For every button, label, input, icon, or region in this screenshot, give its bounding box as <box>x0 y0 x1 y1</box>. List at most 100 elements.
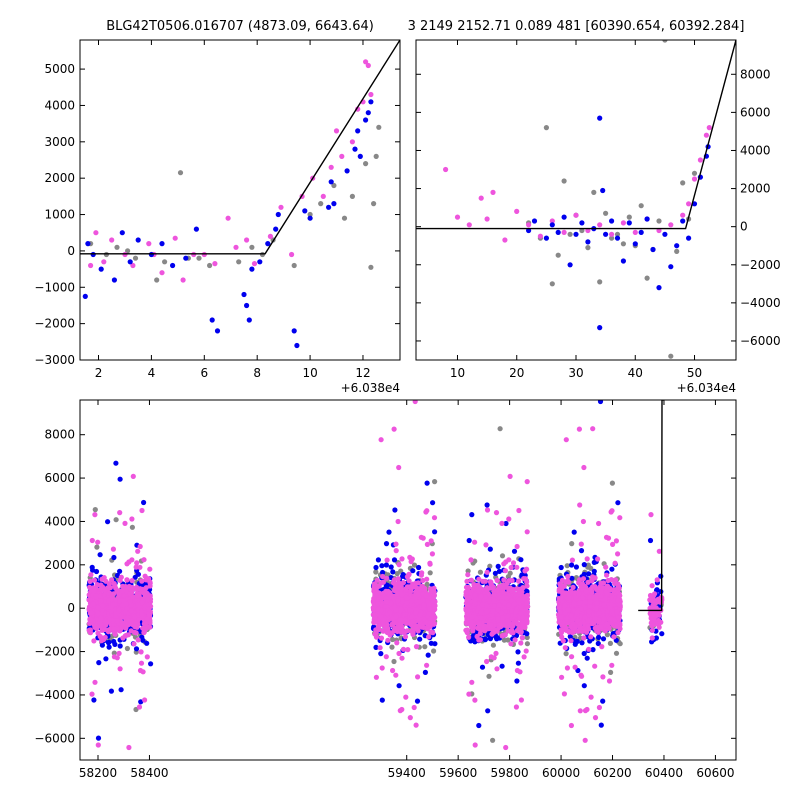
data-point <box>425 652 431 658</box>
data-point <box>518 557 524 563</box>
data-point <box>409 598 415 604</box>
data-point <box>384 557 390 563</box>
data-point <box>516 597 522 604</box>
data-point <box>119 230 125 236</box>
data-point <box>424 576 430 582</box>
data-point <box>518 697 525 703</box>
data-point <box>466 222 472 228</box>
data-point <box>236 259 242 265</box>
y-tick-label: 1000 <box>44 208 75 222</box>
data-point <box>549 218 555 224</box>
data-point <box>89 537 95 544</box>
data-point <box>419 583 425 589</box>
data-point <box>498 610 505 616</box>
data-point <box>484 609 490 615</box>
data-point <box>468 577 474 583</box>
data-point <box>383 654 389 660</box>
data-point <box>406 578 412 584</box>
data-point <box>331 201 337 207</box>
data-point <box>573 231 579 237</box>
data-point <box>644 275 650 281</box>
data-point <box>392 507 398 513</box>
data-point <box>102 619 108 625</box>
data-point <box>131 641 137 647</box>
data-point <box>391 557 398 563</box>
data-point <box>431 592 437 599</box>
data-point <box>399 591 405 598</box>
data-point <box>127 259 133 265</box>
data-point <box>524 479 530 485</box>
data-point <box>495 563 501 570</box>
data-point <box>265 241 271 247</box>
data-point <box>400 580 406 586</box>
data-point <box>389 593 395 599</box>
data-point <box>615 500 621 506</box>
data-point <box>472 742 478 748</box>
data-point <box>706 125 712 131</box>
data-point <box>129 524 135 530</box>
data-point <box>112 641 118 648</box>
data-point <box>421 587 428 593</box>
data-point <box>154 277 160 283</box>
data-point <box>537 233 544 239</box>
data-point <box>95 742 101 748</box>
x-tick-label: 2 <box>95 366 103 380</box>
data-point <box>129 618 135 625</box>
data-point <box>476 588 482 594</box>
data-point <box>680 212 686 218</box>
data-point <box>91 697 97 703</box>
data-point <box>515 649 521 655</box>
data-point <box>123 589 129 595</box>
data-point <box>561 178 567 184</box>
data-point <box>519 635 525 641</box>
data-point <box>505 613 511 619</box>
data-point <box>411 562 418 568</box>
y-tick-label: 5000 <box>44 62 75 76</box>
data-point <box>632 229 638 235</box>
data-point <box>365 62 371 69</box>
data-point <box>496 602 502 608</box>
data-point <box>484 507 491 513</box>
x-tick-label: 6 <box>200 366 208 380</box>
data-point <box>585 239 591 245</box>
data-point <box>499 663 505 669</box>
data-point <box>385 637 391 643</box>
data-point <box>662 40 668 43</box>
data-point <box>426 634 432 640</box>
model-line <box>80 40 400 255</box>
data-point <box>413 580 419 586</box>
data-point <box>391 426 397 432</box>
data-point <box>523 648 529 654</box>
data-point <box>632 241 638 247</box>
data-point <box>365 110 371 116</box>
data-point <box>567 262 573 268</box>
data-point <box>244 302 250 309</box>
data-point <box>405 647 411 653</box>
data-point <box>402 634 409 640</box>
data-point <box>389 644 395 650</box>
data-point <box>141 499 147 506</box>
data-point <box>117 568 123 574</box>
data-point <box>108 688 114 694</box>
data-point <box>638 229 644 235</box>
data-point <box>331 182 337 189</box>
data-point <box>427 560 433 566</box>
data-point <box>103 578 109 584</box>
data-point <box>509 628 515 634</box>
data-point <box>506 602 512 608</box>
data-point <box>431 648 437 654</box>
data-point <box>417 636 423 642</box>
data-point <box>486 673 492 679</box>
plot-area <box>80 40 400 349</box>
data-point <box>212 261 218 267</box>
data-point <box>209 317 215 323</box>
data-point <box>608 669 614 676</box>
data-point <box>549 222 555 228</box>
data-point <box>620 241 627 247</box>
data-point <box>144 640 150 646</box>
data-point <box>112 631 118 637</box>
data-point <box>668 264 674 270</box>
data-point <box>124 645 130 652</box>
y-tick-label: 2000 <box>44 171 75 185</box>
data-point <box>617 641 623 647</box>
